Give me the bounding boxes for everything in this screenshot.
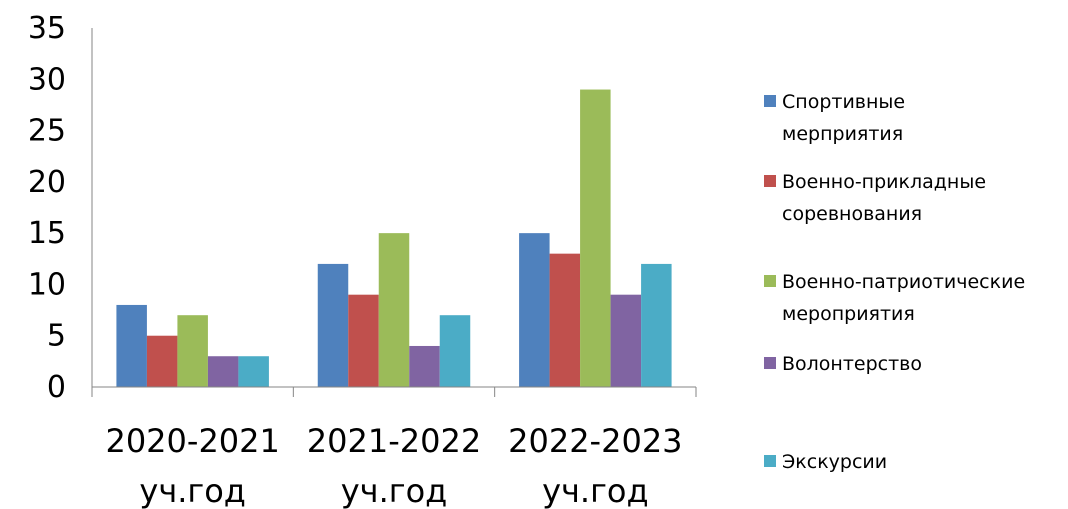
bar <box>116 304 147 387</box>
legend-label: Военно-патриотические <box>782 271 1025 293</box>
bar <box>409 345 440 387</box>
bar <box>610 294 642 387</box>
bar <box>519 233 550 387</box>
bar <box>439 315 471 387</box>
x-tick-label: 2021-2022 <box>307 422 481 460</box>
y-tick-label: 0 <box>47 370 66 405</box>
legend-swatch <box>764 95 776 107</box>
legend-swatch <box>764 455 776 467</box>
legend-label: Военно-прикладные <box>782 171 986 193</box>
legend-swatch <box>764 275 776 287</box>
x-tick-label: уч.год <box>139 472 246 509</box>
x-tick-label: 2022-2023 <box>508 422 682 460</box>
y-tick-label: 25 <box>28 114 66 149</box>
y-tick-label: 35 <box>28 11 66 46</box>
bar <box>207 356 239 387</box>
bar <box>549 253 581 387</box>
axes <box>91 28 697 397</box>
bar <box>641 263 672 387</box>
bar <box>146 335 178 387</box>
x-axis-labels: 2020-2021 уч.год 2021-2022 уч.год 2022-2023 у… <box>105 422 682 509</box>
bar <box>238 356 269 387</box>
legend-label: соревнования <box>782 203 922 225</box>
bar <box>177 315 208 387</box>
legend-label: Волонтерство <box>782 353 922 375</box>
legend-swatch <box>764 357 776 369</box>
legend-label: Спортивные <box>782 91 905 113</box>
x-tick-label: уч.год <box>341 472 448 509</box>
bar <box>317 263 349 387</box>
bar <box>378 233 410 387</box>
y-tick-label: 15 <box>28 216 66 251</box>
legend: Спортивные мерприятия Военно-прикладные сор… <box>764 91 1025 473</box>
legend-label: мероприятия <box>782 303 915 325</box>
y-tick-label: 5 <box>47 319 66 354</box>
y-axis-ticks: 0 5 10 15 20 25 30 35 <box>28 11 66 405</box>
bars <box>116 89 672 388</box>
y-tick-label: 10 <box>28 267 66 302</box>
x-tick-label: 2020-2021 <box>105 422 279 460</box>
y-tick-label: 30 <box>28 62 66 97</box>
bar <box>580 89 611 388</box>
bar <box>348 294 379 387</box>
legend-label: мерприятия <box>782 123 903 145</box>
legend-swatch <box>764 175 776 187</box>
x-tick-label: уч.год <box>542 472 649 509</box>
legend-label: Экскурсии <box>782 451 887 473</box>
y-tick-label: 20 <box>28 165 66 200</box>
